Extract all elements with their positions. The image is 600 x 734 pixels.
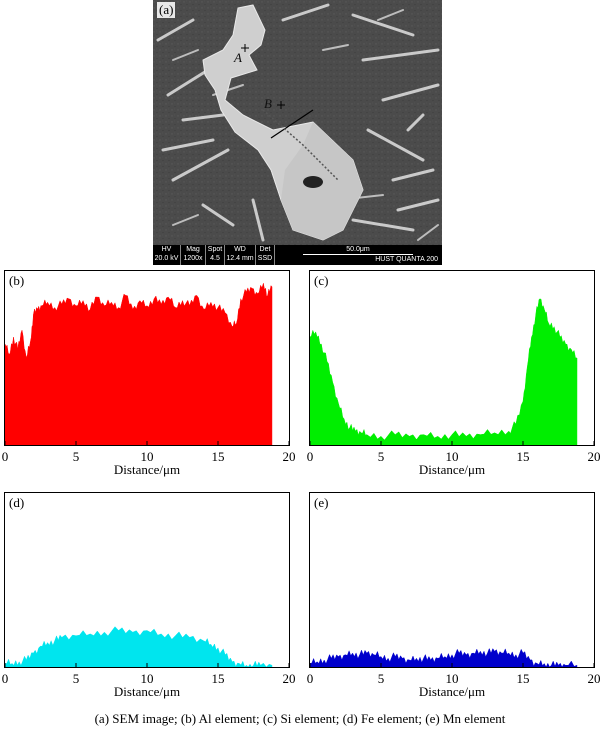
x-tick-label: 0 <box>1 449 9 464</box>
plot-frame: (c) <box>309 270 595 446</box>
mag-label: Mag <box>186 246 200 253</box>
panel-label: (c) <box>314 273 329 288</box>
x-tick-label: 15 <box>211 671 225 686</box>
chart-al: (b) 0 5 10 15 20 Distance/μm <box>0 268 300 480</box>
x-tick-label: 20 <box>587 449 600 464</box>
hv-value: 20.0 kV <box>154 255 179 262</box>
spot-value: 4.5 <box>210 255 220 262</box>
plot-frame: (b) <box>4 270 290 446</box>
x-tick-label: 0 <box>306 671 314 686</box>
series-area-0 <box>5 626 273 667</box>
x-tick-label: 20 <box>282 671 296 686</box>
panel-label: (e) <box>314 495 329 510</box>
point-b-label: B <box>264 96 272 111</box>
plot-area <box>5 283 289 445</box>
x-tick-label: 15 <box>516 449 530 464</box>
x-axis-label: Distance/μm <box>418 684 486 699</box>
x-axis-label: Distance/μm <box>113 462 181 477</box>
x-axis-label: Distance/μm <box>113 684 181 699</box>
panel-label: (b) <box>9 273 25 288</box>
wd-cell: WD 12.4 mm <box>225 245 256 265</box>
scale-bar-label: 50.0μm <box>346 246 370 253</box>
series-area-0 <box>5 283 273 445</box>
x-tick-label: 15 <box>211 449 225 464</box>
x-tick-label: 15 <box>516 671 530 686</box>
wd-value: 12.4 mm <box>226 255 254 262</box>
x-tick-label: 10 <box>445 449 459 464</box>
chart-si: (c) 0 5 10 15 20 Distance/μm <box>305 268 600 480</box>
sem-image-panel: (a) A B HV 20.0 kV Mag 1200x Spot 4.5 WD… <box>153 0 442 265</box>
x-tick-label: 20 <box>282 449 296 464</box>
plot-area <box>310 647 594 667</box>
x-tick-label: 10 <box>445 671 459 686</box>
spot-cell: Spot 4.5 <box>206 245 225 265</box>
hv-label: HV <box>161 246 172 253</box>
chart-mn: (e) 0 5 10 15 20 Distance/μm <box>305 490 600 702</box>
x-tick-label: 5 <box>72 671 80 686</box>
series-area-0 <box>310 647 578 667</box>
point-a-label: A <box>234 50 242 65</box>
mag-value: 1200x <box>183 255 203 262</box>
x-tick-label: 5 <box>72 449 80 464</box>
sem-micrograph <box>153 0 442 245</box>
chart-fe: (d) 0 5 10 15 20 Distance/μm <box>0 490 300 702</box>
x-tick-label: 0 <box>306 449 314 464</box>
wd-label: WD <box>234 246 246 253</box>
x-axis-label: Distance/μm <box>418 462 486 477</box>
figure-caption: (a) SEM image; (b) Al element; (c) Si el… <box>94 711 506 726</box>
plot-frame: (d) <box>4 492 290 668</box>
spot-label: Spot <box>207 246 223 253</box>
det-cell: Det SSD <box>256 245 275 265</box>
plot-area <box>310 298 594 445</box>
x-tick-label: 10 <box>140 449 154 464</box>
sem-panel-label: (a) <box>157 2 176 18</box>
mag-cell: Mag 1200x <box>181 245 206 265</box>
scale-bar <box>303 254 413 255</box>
x-tick-label: 0 <box>1 671 9 686</box>
x-tick-label: 20 <box>587 671 600 686</box>
instrument-label: HUST QUANTA 200 <box>375 256 438 263</box>
x-tick-label: 5 <box>377 449 385 464</box>
x-tick-label: 5 <box>377 671 385 686</box>
series-area-0 <box>310 298 578 445</box>
det-label: Det <box>259 246 271 253</box>
plot-frame: (e) <box>309 492 595 668</box>
det-value: SSD <box>257 255 273 262</box>
sem-databar: HV 20.0 kV Mag 1200x Spot 4.5 WD 12.4 mm… <box>153 245 442 265</box>
x-tick-label: 10 <box>140 671 154 686</box>
plot-area <box>5 626 289 667</box>
hv-cell: HV 20.0 kV <box>153 245 181 265</box>
panel-label: (d) <box>9 495 25 510</box>
